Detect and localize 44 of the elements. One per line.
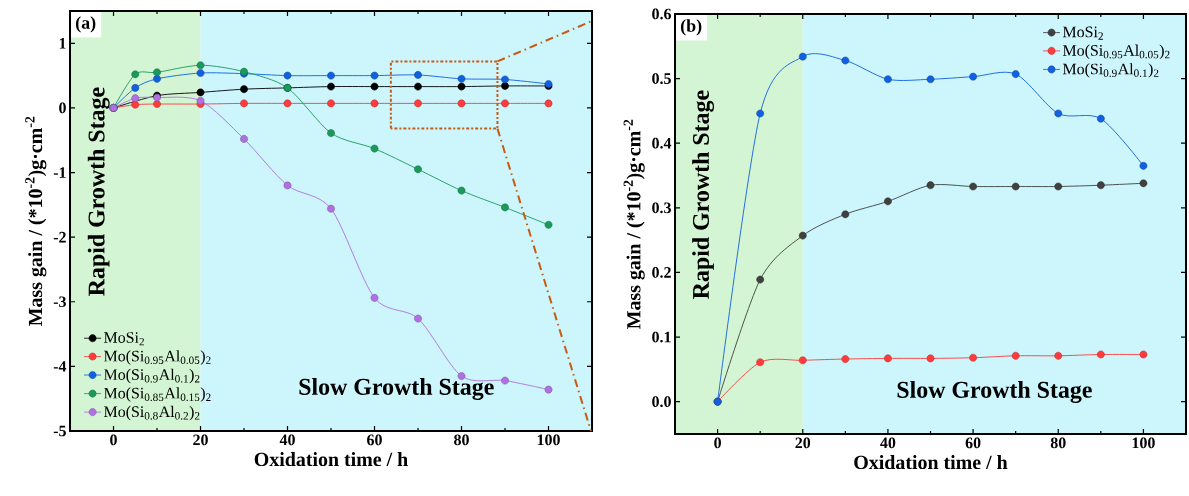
x-tick-label: 80 [454, 434, 469, 446]
band-label: Slow Growth Stage [299, 377, 494, 400]
y-tick-label: 0.1 [652, 331, 671, 343]
x-tick-label: 60 [367, 434, 382, 446]
x-axis-title: Oxidation time / h [254, 451, 408, 466]
x-tick-label: 80 [1050, 437, 1066, 449]
band-label: Rapid Growth Stage [692, 90, 715, 299]
x-tick-label: 20 [795, 437, 811, 449]
legend-label: Mo(Si$_{0.9}$Al$_{0.1}$)$_{2}$ [103, 368, 200, 383]
x-axis-title: Oxidation time / h [854, 454, 1008, 469]
legend-label: Mo(Si$_{0.9}$Al$_{0.1}$)$_{2}$ [1062, 62, 1159, 78]
y-tick-label: -1 [53, 167, 66, 178]
y-tick-label: 0.3 [652, 202, 671, 213]
y-tick-label: 0.2 [652, 266, 671, 278]
y-axis-title: Mass gain / (*10$^{-2}$)g·cm$^{-2}$ [25, 116, 47, 326]
x-tick-label: 40 [279, 434, 295, 446]
legend-label: Mo(Si$_{0.85}$Al$_{0.15}$)$_{2}$ [103, 387, 211, 402]
y-tick-label: -3 [53, 296, 66, 307]
y-tick-label: 0.0 [652, 396, 671, 407]
x-tick-label: 40 [880, 437, 896, 449]
y-tick-label: -2 [53, 231, 66, 243]
y-tick-label: 0 [59, 102, 66, 114]
legend-label: MoSi$_{2}$ [103, 331, 144, 346]
annotation: (b) [680, 18, 702, 36]
y-axis-title: Mass gain / (*10$^{-2}$)g·cm$^{-2}$ [623, 119, 645, 329]
y-tick-label: -4 [53, 360, 67, 372]
x-tick-label: 20 [193, 434, 208, 446]
x-tick-label: 60 [965, 437, 981, 449]
y-tick-label: 0.5 [652, 72, 671, 84]
y-tick-label: -5 [53, 425, 66, 437]
legend-label: MoSi$_{2}$ [1062, 26, 1103, 40]
x-tick-label: 100 [537, 434, 560, 446]
legend-label: Mo(Si$_{0.8}$Al$_{0.2}$)$_{2}$ [103, 405, 200, 421]
x-tick-label: 0 [110, 434, 117, 446]
y-tick-label: 0.4 [652, 137, 672, 149]
legend-label: Mo(Si$_{0.95}$Al$_{0.05}$)$_{2}$ [103, 349, 211, 365]
band-label: Slow Growth Stage [897, 380, 1092, 403]
x-tick-label: 0 [714, 437, 721, 449]
x-tick-label: 100 [1132, 437, 1155, 449]
legend-label: Mo(Si$_{0.95}$Al$_{0.05}$)$_{2}$ [1062, 44, 1170, 59]
annotation: (a) [75, 15, 96, 33]
y-tick-label: 1 [59, 37, 66, 49]
band-label: Rapid Growth Stage [87, 87, 110, 296]
y-tick-label: 0.6 [652, 8, 672, 20]
